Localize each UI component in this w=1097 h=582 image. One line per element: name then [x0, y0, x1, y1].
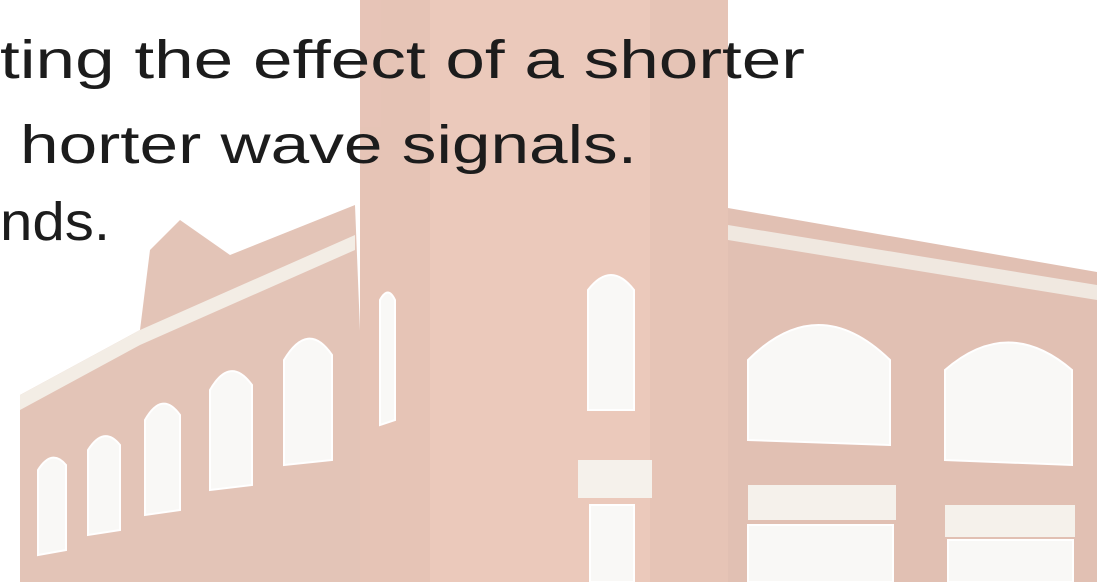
stone-band — [945, 505, 1075, 537]
window — [210, 371, 252, 490]
window — [88, 436, 120, 535]
window — [945, 343, 1072, 466]
window — [588, 275, 634, 410]
window — [38, 458, 66, 555]
window — [948, 540, 1073, 582]
text-line: ting the effect of a shorter — [0, 30, 805, 90]
text-line: horter wave signals. — [20, 115, 637, 175]
window — [284, 339, 332, 465]
window — [748, 525, 893, 582]
window — [380, 293, 395, 426]
window — [145, 404, 180, 515]
window — [590, 505, 634, 582]
stone-band — [748, 485, 896, 520]
text-line: nds. — [0, 192, 110, 252]
stone-band — [578, 460, 652, 498]
window — [748, 325, 890, 445]
slide: ting the effect of a shorter horter wave… — [0, 0, 1097, 582]
page: ting the effect of a shorter horter wave… — [0, 0, 1097, 582]
